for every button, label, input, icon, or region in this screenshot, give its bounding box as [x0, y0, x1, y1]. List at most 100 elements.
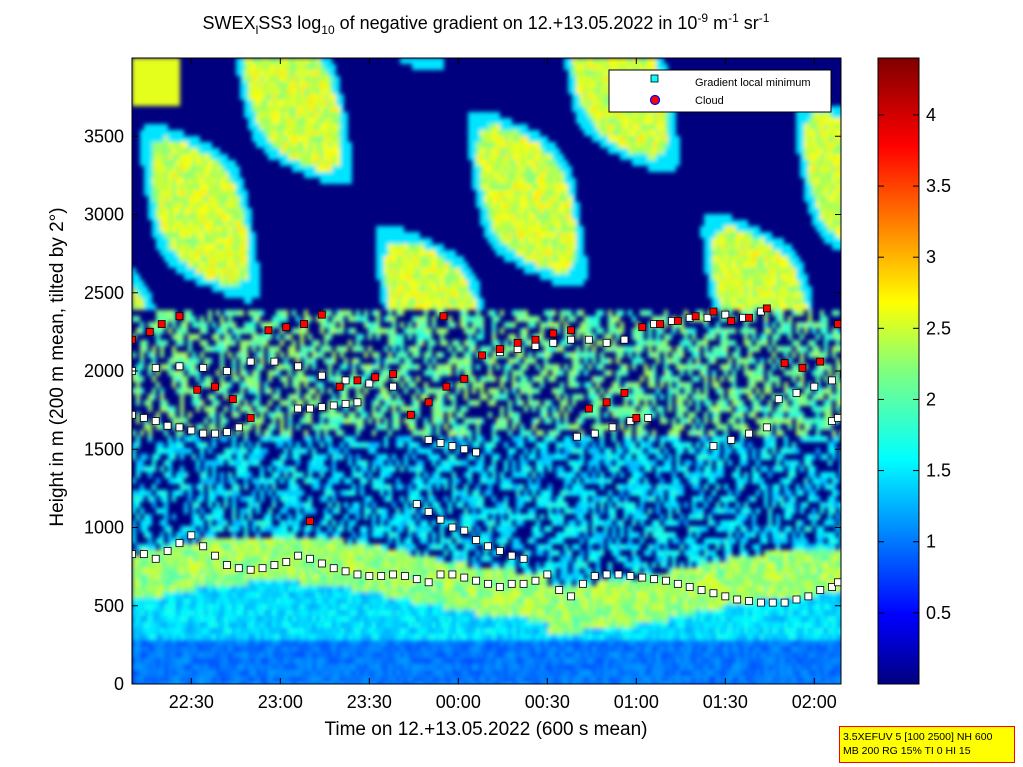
cloud-marker [317, 310, 326, 319]
gradient-min-marker [727, 435, 736, 444]
cloud-marker [584, 404, 593, 413]
cloud-marker [762, 304, 771, 313]
gradient-min-marker [614, 570, 623, 579]
gradient-min-marker [246, 357, 255, 366]
cloud-marker [264, 326, 273, 335]
y-tick-label: 500 [94, 596, 124, 616]
cloud-marker [495, 345, 504, 353]
gradient-min-marker [531, 576, 540, 585]
gradient-min-marker [620, 335, 629, 344]
gradient-min-marker [519, 554, 528, 563]
gradient-min-marker [294, 362, 303, 371]
cloud-marker [531, 335, 540, 344]
gradient-min-marker [484, 579, 492, 588]
y-tick-label: 1000 [84, 518, 124, 538]
cloud-marker [175, 312, 184, 321]
gradient-min-marker [507, 551, 516, 560]
cloud-marker [620, 389, 629, 397]
gradient-min-marker [211, 429, 219, 438]
gradient-min-marker [448, 570, 457, 579]
y-tick-label: 0 [114, 674, 124, 694]
gradient-min-marker [828, 376, 837, 385]
cloud-marker [442, 382, 451, 391]
cloud-marker [132, 335, 136, 344]
cloud-marker [406, 410, 415, 419]
legend-marker-cloud [649, 94, 661, 106]
cloud-marker [632, 414, 641, 422]
x-tick-label: 01:30 [703, 692, 748, 712]
gradient-min-marker [365, 379, 374, 388]
cloud-marker [211, 382, 219, 391]
gradient-min-marker [792, 389, 801, 397]
gradient-min-marker [329, 401, 338, 410]
gradient-min-marker [697, 586, 706, 594]
y-tick-label: 2500 [84, 283, 124, 303]
colorbar: 0.5 1 1.5 2 2.5 3 3.5 4 [877, 57, 951, 685]
cloud-marker [602, 398, 611, 407]
y-axis-label: Height in m (200 m mean, tilted by 2°) [47, 207, 68, 526]
cloud-marker [353, 376, 362, 385]
gradient-min-marker [709, 442, 718, 451]
colorbar-tick-label: 3 [926, 247, 936, 267]
cloud-marker [193, 385, 202, 394]
gradient-min-marker [139, 550, 148, 559]
gradient-min-marker [448, 442, 457, 451]
colorbar-tick-label: 0.5 [926, 603, 951, 623]
gradient-min-marker [484, 542, 492, 551]
gradient-min-marker [329, 564, 338, 573]
gradient-min-marker [353, 570, 362, 579]
y-tick-label: 3000 [84, 205, 124, 225]
gradient-min-marker [810, 382, 819, 391]
gradient-min-marker [780, 598, 789, 607]
gradient-min-marker [662, 576, 670, 585]
gradient-min-marker [294, 551, 303, 560]
gradient-min-marker [590, 572, 599, 580]
cloud-marker [145, 327, 154, 336]
gradient-min-marker [377, 572, 386, 580]
gradient-min-marker [258, 564, 267, 573]
gradient-min-marker [549, 338, 558, 347]
gradient-min-marker [579, 579, 587, 588]
gradient-min-marker [401, 572, 409, 580]
gradient-min-marker [424, 435, 433, 444]
gradient-min-marker [341, 567, 350, 576]
gradient-min-marker [317, 403, 326, 411]
gradient-min-marker [626, 572, 635, 580]
gradient-min-marker [650, 575, 659, 584]
gradient-min-marker [341, 376, 350, 385]
cloud-marker [727, 317, 736, 325]
gradient-min-marker [685, 583, 694, 591]
y-tick-label: 1500 [84, 439, 124, 459]
gradient-min-marker [151, 554, 160, 563]
colorbar-tick-label: 3.5 [926, 176, 951, 196]
gradient-min-marker [460, 445, 469, 454]
gradient-min-marker [223, 561, 231, 569]
x-axis: 22:30 23:00 23:30 00:00 00:30 01:00 01:30 02:00 [169, 58, 837, 712]
gradient-min-marker [602, 570, 611, 579]
gradient-min-marker [543, 570, 552, 579]
colorbar-tick-label: 1 [926, 532, 936, 552]
gradient-min-marker [840, 370, 841, 379]
gradient-min-marker [317, 371, 326, 380]
gradient-min-marker [709, 589, 718, 598]
gradient-min-marker [460, 573, 469, 582]
gradient-min-marker [768, 598, 777, 607]
gradient-min-marker [721, 592, 730, 601]
gradient-min-marker [424, 507, 433, 516]
x-axis-label: Time on 12.+13.05.2022 (600 s mean) [324, 719, 647, 740]
gradient-min-marker [828, 583, 837, 591]
gradient-min-marker [567, 335, 575, 344]
gradient-min-marker [602, 338, 611, 347]
heatmap-plot [132, 58, 841, 684]
gradient-min-marker [187, 426, 196, 435]
cloud-marker [745, 313, 753, 322]
x-tick-label: 02:00 [792, 692, 837, 712]
gradient-min-marker [151, 363, 160, 372]
gradient-min-marker [365, 572, 374, 580]
y-tick-label: 3500 [84, 126, 124, 146]
cloud-marker [691, 312, 700, 321]
cloud-marker [513, 338, 522, 347]
gradient-min-marker [721, 310, 730, 319]
gradient-min-marker [757, 598, 765, 607]
